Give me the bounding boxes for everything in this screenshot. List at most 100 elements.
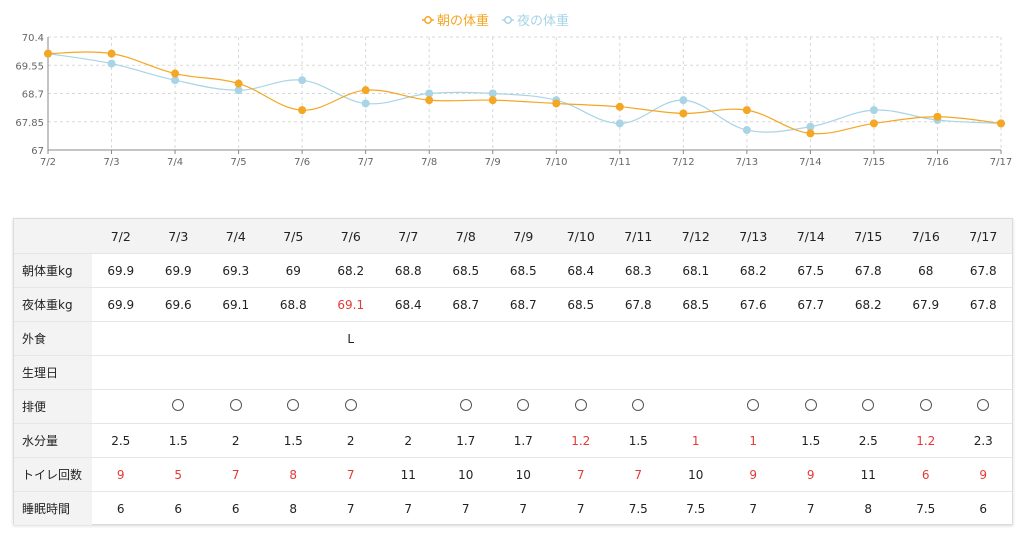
data-point-morning: [679, 109, 688, 118]
table-cell: [494, 389, 552, 424]
table-row: 睡眠時間 6 6 6 8 7 7 7 7 7 7.5 7.5 7 7 8 7.5 6: [14, 491, 1012, 526]
data-point-morning: [171, 69, 180, 78]
legend-marker: [424, 16, 432, 24]
table-cell: [379, 321, 437, 356]
table-cell: 1.5: [149, 423, 207, 458]
table-cell: [322, 355, 380, 390]
table-cell: 68.1: [667, 253, 725, 288]
circle-mark-icon: [344, 399, 357, 411]
table-row: トイレ回数 9 5 7 8 7 11 10 10 7 7 10 9 9 11 6 9: [14, 457, 1012, 492]
y-tick-label: 67: [31, 146, 44, 157]
table-cell: 1.7: [437, 423, 495, 458]
table-cell: [322, 389, 380, 424]
table-cell: 68.8: [379, 253, 437, 288]
table-cell: [264, 389, 322, 424]
x-tick-label: 7/3: [103, 157, 119, 168]
table-cell: 1.2: [897, 423, 955, 458]
data-point-morning: [552, 99, 561, 108]
row-label: 睡眠時間: [14, 491, 92, 526]
circle-mark-icon: [287, 399, 300, 411]
x-tick-label: 7/10: [545, 157, 567, 168]
table-cell: 67.5: [782, 253, 840, 288]
circle-mark-icon: [862, 399, 875, 411]
table-cell: [552, 321, 610, 356]
table-cell: 68.8: [264, 287, 322, 322]
table-cell: 8: [264, 491, 322, 526]
table-cell: 68.3: [609, 253, 667, 288]
table-cell: 69.1: [207, 287, 265, 322]
legend-label: 夜の体重: [517, 13, 569, 29]
table-cell: [552, 355, 610, 390]
table-cell: 9: [724, 457, 782, 492]
table-cell: [264, 321, 322, 356]
table-cell: 11: [839, 457, 897, 492]
date-header: 7/15: [839, 219, 897, 254]
date-header: 7/14: [782, 219, 840, 254]
x-tick-label: 7/13: [736, 157, 758, 168]
date-header: 7/5: [264, 219, 322, 254]
date-header: 7/17: [954, 219, 1012, 254]
table-cell: [667, 321, 725, 356]
circle-mark-icon: [229, 399, 242, 411]
table-cell: 10: [667, 457, 725, 492]
row-label: トイレ回数: [14, 457, 92, 492]
table-cell: 1.2: [552, 423, 610, 458]
table-cell: 7: [379, 491, 437, 526]
table-cell: 69.9: [92, 253, 150, 288]
table-cell: [149, 321, 207, 356]
table-cell: 1.5: [782, 423, 840, 458]
table-cell: 7: [609, 457, 667, 492]
table-row: 朝体重kg 69.9 69.9 69.3 69 68.2 68.8 68.5 68.5 68.4 6…: [14, 253, 1012, 288]
table-cell: [207, 355, 265, 390]
table-cell: [92, 321, 150, 356]
data-point-night: [679, 96, 688, 105]
table-cell: [494, 321, 552, 356]
row-label: 生理日: [14, 355, 92, 390]
table-cell: [839, 389, 897, 424]
table-cell: 67.8: [954, 287, 1012, 322]
circle-mark-icon: [574, 399, 587, 411]
health-table: 7/2 7/3 7/4 7/5 7/6 7/7 7/8 7/9 7/10 7/11 7/12 7/13…: [13, 218, 1013, 526]
weight-line-chart: 67 67.85 68.7 69.55 70.4 7/2 7/3 7/4 7/5 7/6 7/7 7/…: [15, 13, 1012, 168]
table-cell: [724, 389, 782, 424]
table-cell: [207, 321, 265, 356]
data-point-morning: [107, 49, 116, 58]
table-cell: 68.7: [437, 287, 495, 322]
table-header-row: 7/2 7/3 7/4 7/5 7/6 7/7 7/8 7/9 7/10 7/11 7/12 7/13…: [14, 219, 1012, 254]
table-cell: 2.5: [839, 423, 897, 458]
table-cell: 69.9: [149, 253, 207, 288]
table-cell: [954, 321, 1012, 356]
table-cell: 1.7: [494, 423, 552, 458]
table-cell: 68.4: [552, 253, 610, 288]
date-header: 7/13: [724, 219, 782, 254]
data-point-night: [425, 89, 434, 98]
date-header: 7/2: [92, 219, 150, 254]
table-cell: [724, 321, 782, 356]
table-cell: 7: [552, 491, 610, 526]
date-header: 7/9: [494, 219, 552, 254]
table-cell: 2: [322, 423, 380, 458]
data-point-morning: [869, 119, 878, 128]
table-cell: [609, 321, 667, 356]
table-cell: 7: [322, 491, 380, 526]
table-cell: 67.6: [724, 287, 782, 322]
table-cell: 7: [782, 491, 840, 526]
table-cell: [437, 321, 495, 356]
table-cell: 7: [494, 491, 552, 526]
x-tick-label: 7/9: [485, 157, 501, 168]
table-cell: 6: [207, 491, 265, 526]
table-cell: 67.8: [839, 253, 897, 288]
table-cell: 7: [322, 457, 380, 492]
x-tick-label: 7/5: [231, 157, 247, 168]
table-cell: [437, 389, 495, 424]
table-cell: [264, 355, 322, 390]
x-tick-label: 7/6: [294, 157, 310, 168]
x-tick-label: 7/14: [799, 157, 821, 168]
table-cell: [149, 389, 207, 424]
data-point-morning: [361, 86, 370, 95]
circle-mark-icon: [919, 399, 932, 411]
table-cell: 11: [379, 457, 437, 492]
table-cell: 10: [437, 457, 495, 492]
table-cell: 10: [494, 457, 552, 492]
table-row: 排便: [14, 389, 1012, 424]
